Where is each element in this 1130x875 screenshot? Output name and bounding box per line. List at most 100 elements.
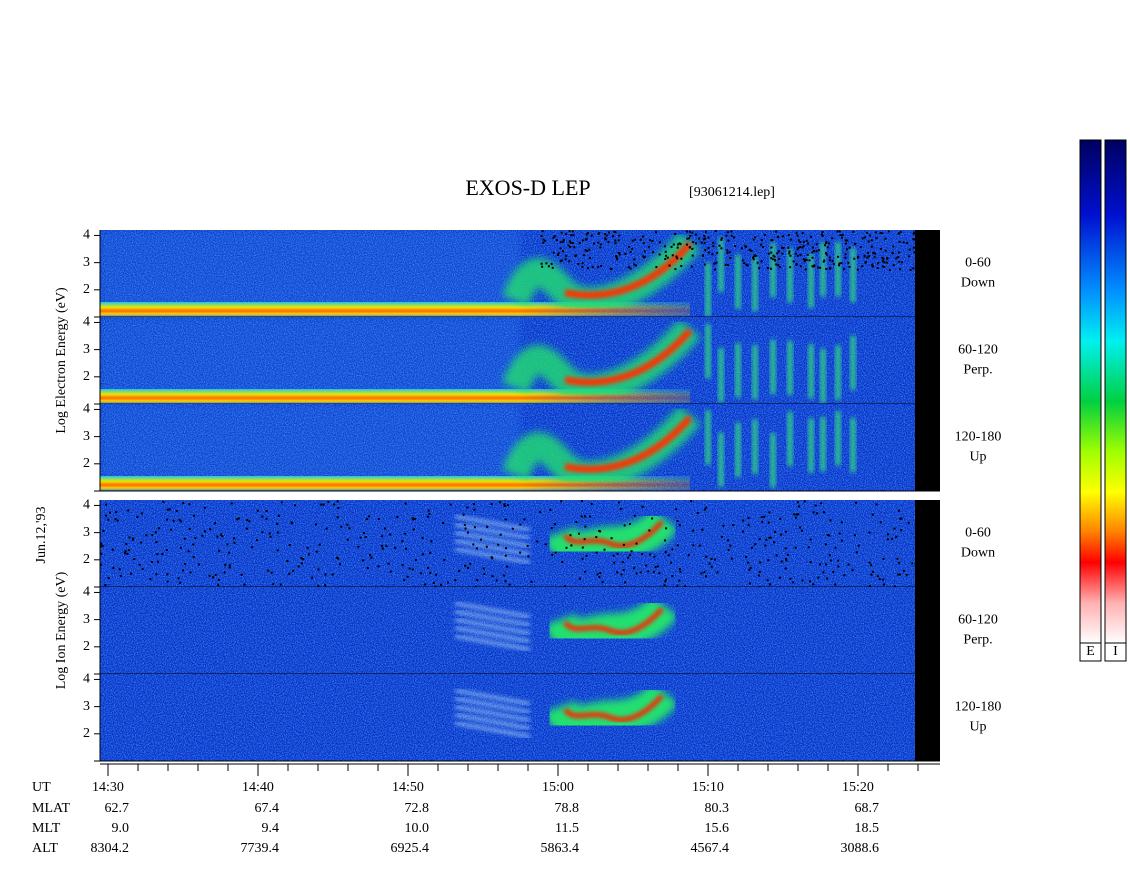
speckle xyxy=(221,535,224,538)
direction-label: Down xyxy=(961,546,995,561)
speckle xyxy=(211,576,214,579)
speckle xyxy=(166,508,169,511)
speckle xyxy=(620,573,623,576)
speckle xyxy=(629,554,632,557)
speckle xyxy=(900,517,903,520)
speckle xyxy=(495,579,498,582)
speckle xyxy=(707,236,710,239)
speckle xyxy=(116,519,119,522)
speckle xyxy=(300,562,303,565)
speckle xyxy=(645,564,648,567)
speckle xyxy=(825,563,828,566)
streak xyxy=(454,634,531,652)
speckle xyxy=(467,531,470,534)
speckle xyxy=(675,508,678,511)
speckle xyxy=(571,241,574,244)
y-tick-label: 4 xyxy=(83,228,90,243)
speckle xyxy=(647,570,650,573)
speckle xyxy=(784,567,787,570)
speckle xyxy=(588,248,591,251)
speckle xyxy=(597,241,600,244)
speckle xyxy=(170,528,173,531)
speckle xyxy=(883,261,886,264)
arc xyxy=(562,520,664,549)
speckle xyxy=(666,256,669,259)
speckle xyxy=(100,552,103,555)
speckle xyxy=(280,501,283,504)
ephemeris-value: 9.0 xyxy=(112,821,130,836)
streak xyxy=(454,539,531,556)
speckle xyxy=(177,577,180,580)
speckle xyxy=(879,247,882,250)
speckle xyxy=(599,246,602,249)
speckle xyxy=(822,571,825,574)
speckle xyxy=(581,262,584,265)
speckle xyxy=(155,573,158,576)
speckle xyxy=(832,262,835,265)
speckle xyxy=(848,246,851,249)
speckle xyxy=(911,562,914,565)
stripe xyxy=(770,242,776,298)
speckle xyxy=(899,517,902,520)
speckle xyxy=(112,566,115,569)
speckle xyxy=(881,256,884,259)
ephemeris-name: MLAT xyxy=(32,801,71,816)
speckle xyxy=(670,561,673,564)
speckle xyxy=(265,517,268,520)
speckle xyxy=(781,246,784,249)
speckle xyxy=(421,536,424,539)
speckle xyxy=(499,501,502,504)
speckle xyxy=(788,252,791,255)
ephemeris-value: 62.7 xyxy=(105,801,130,816)
x-tick-label: 14:30 xyxy=(92,780,124,795)
speckle xyxy=(691,247,694,250)
angle-label: 120-180 xyxy=(955,700,1002,715)
speckle xyxy=(786,553,789,556)
speckle xyxy=(727,548,730,551)
speckle xyxy=(588,515,591,518)
speckle xyxy=(543,239,546,242)
angle-label: 60-120 xyxy=(958,613,998,628)
speckle xyxy=(752,258,755,261)
speckle xyxy=(688,246,691,249)
speckle xyxy=(387,562,390,565)
speckle xyxy=(754,236,757,239)
data-gap xyxy=(915,230,940,317)
speckle xyxy=(868,584,871,587)
speckle xyxy=(795,513,798,516)
speckle xyxy=(897,573,900,576)
speckle xyxy=(586,250,589,253)
speckle xyxy=(442,522,445,525)
speckle xyxy=(421,553,424,556)
speckle xyxy=(651,239,654,242)
speckle xyxy=(671,254,674,257)
speckle xyxy=(621,561,624,564)
speckle xyxy=(762,245,765,248)
speckle xyxy=(908,248,911,251)
speckle xyxy=(346,538,349,541)
speckle xyxy=(105,503,108,506)
spectrogram xyxy=(100,230,915,317)
speckle xyxy=(585,554,588,557)
y-tick-label: 4 xyxy=(83,315,90,330)
streak xyxy=(454,601,531,619)
speckle xyxy=(261,531,264,534)
speckle xyxy=(888,269,891,272)
speckle xyxy=(155,541,158,544)
spectrogram xyxy=(100,317,915,404)
title: EXOS-D LEP xyxy=(465,175,590,200)
speckle xyxy=(584,249,587,252)
speckle xyxy=(178,519,181,522)
speckle xyxy=(716,571,719,574)
speckle xyxy=(770,246,773,249)
speckle xyxy=(861,237,864,240)
speckle xyxy=(655,266,658,269)
speckle xyxy=(819,563,822,566)
speckle xyxy=(414,558,417,561)
speckle xyxy=(581,557,584,560)
ephemeris-value: 11.5 xyxy=(555,821,579,836)
speckle xyxy=(161,553,164,556)
speckle xyxy=(124,550,127,553)
speckle xyxy=(647,245,650,248)
speckle xyxy=(581,265,584,268)
